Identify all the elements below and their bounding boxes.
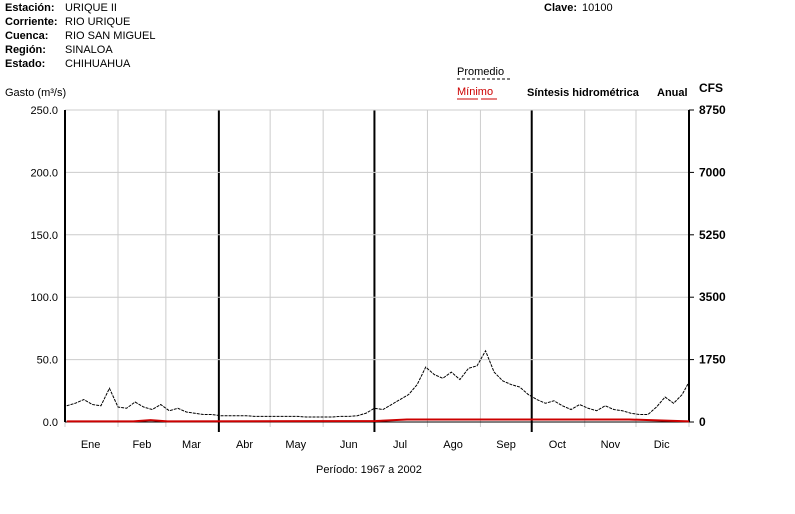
series-line bbox=[66, 349, 690, 418]
x-tick-label: May bbox=[285, 439, 306, 451]
x-tick-label: Dic bbox=[654, 439, 670, 451]
header-value: SINALOA bbox=[65, 44, 113, 56]
chart-title: Síntesis hidrométrica bbox=[527, 87, 640, 99]
x-tick-label: Sep bbox=[496, 439, 516, 451]
y-tick-label: 0.0 bbox=[43, 417, 58, 429]
y-tick-label: 50.0 bbox=[37, 355, 58, 367]
header-label: Cuenca: bbox=[5, 30, 48, 42]
y2-tick-label: 5250 bbox=[699, 228, 726, 242]
y2-axis-label: CFS bbox=[699, 81, 723, 95]
x-tick-label: Ene bbox=[81, 439, 101, 451]
chart-subtitle: Anual bbox=[657, 87, 688, 99]
header-value: RIO SAN MIGUEL bbox=[65, 30, 155, 42]
header-label: Región: bbox=[5, 44, 46, 56]
y-axis-label: Gasto (m³/s) bbox=[5, 87, 66, 99]
x-tick-label: Oct bbox=[549, 439, 566, 451]
header-value: URIQUE II bbox=[65, 2, 117, 14]
y-tick-label: 100.0 bbox=[30, 292, 58, 304]
header-label: Estación: bbox=[5, 2, 55, 14]
x-tick-label: Mar bbox=[182, 439, 201, 451]
x-tick-label: Feb bbox=[132, 439, 151, 451]
clave-label: Clave: bbox=[544, 2, 577, 14]
header-value: RIO URIQUE bbox=[65, 16, 130, 28]
y2-tick-label: 0 bbox=[699, 415, 706, 429]
x-tick-label: Jul bbox=[393, 439, 407, 451]
header-label: Estado: bbox=[5, 58, 45, 70]
y-tick-label: 150.0 bbox=[30, 230, 58, 242]
y-tick-label: 250.0 bbox=[30, 105, 58, 117]
x-tick-label: Nov bbox=[601, 439, 621, 451]
legend-label: Mínimo bbox=[457, 86, 493, 98]
y2-tick-label: 3500 bbox=[699, 290, 726, 304]
legend-label: Promedio bbox=[457, 66, 504, 78]
period: Período: 1967 a 2002 bbox=[316, 464, 422, 476]
x-tick-label: Abr bbox=[236, 439, 253, 451]
y2-tick-label: 7000 bbox=[699, 165, 726, 179]
series-line bbox=[66, 418, 690, 423]
y2-tick-label: 1750 bbox=[699, 353, 726, 367]
header-label: Corriente: bbox=[5, 16, 58, 28]
x-tick-label: Ago bbox=[443, 439, 463, 451]
x-tick-label: Jun bbox=[340, 439, 358, 451]
clave-value: 10100 bbox=[582, 2, 613, 14]
header-value: CHIHUAHUA bbox=[65, 58, 131, 70]
y2-tick-label: 8750 bbox=[699, 103, 726, 117]
y-tick-label: 200.0 bbox=[30, 167, 58, 179]
